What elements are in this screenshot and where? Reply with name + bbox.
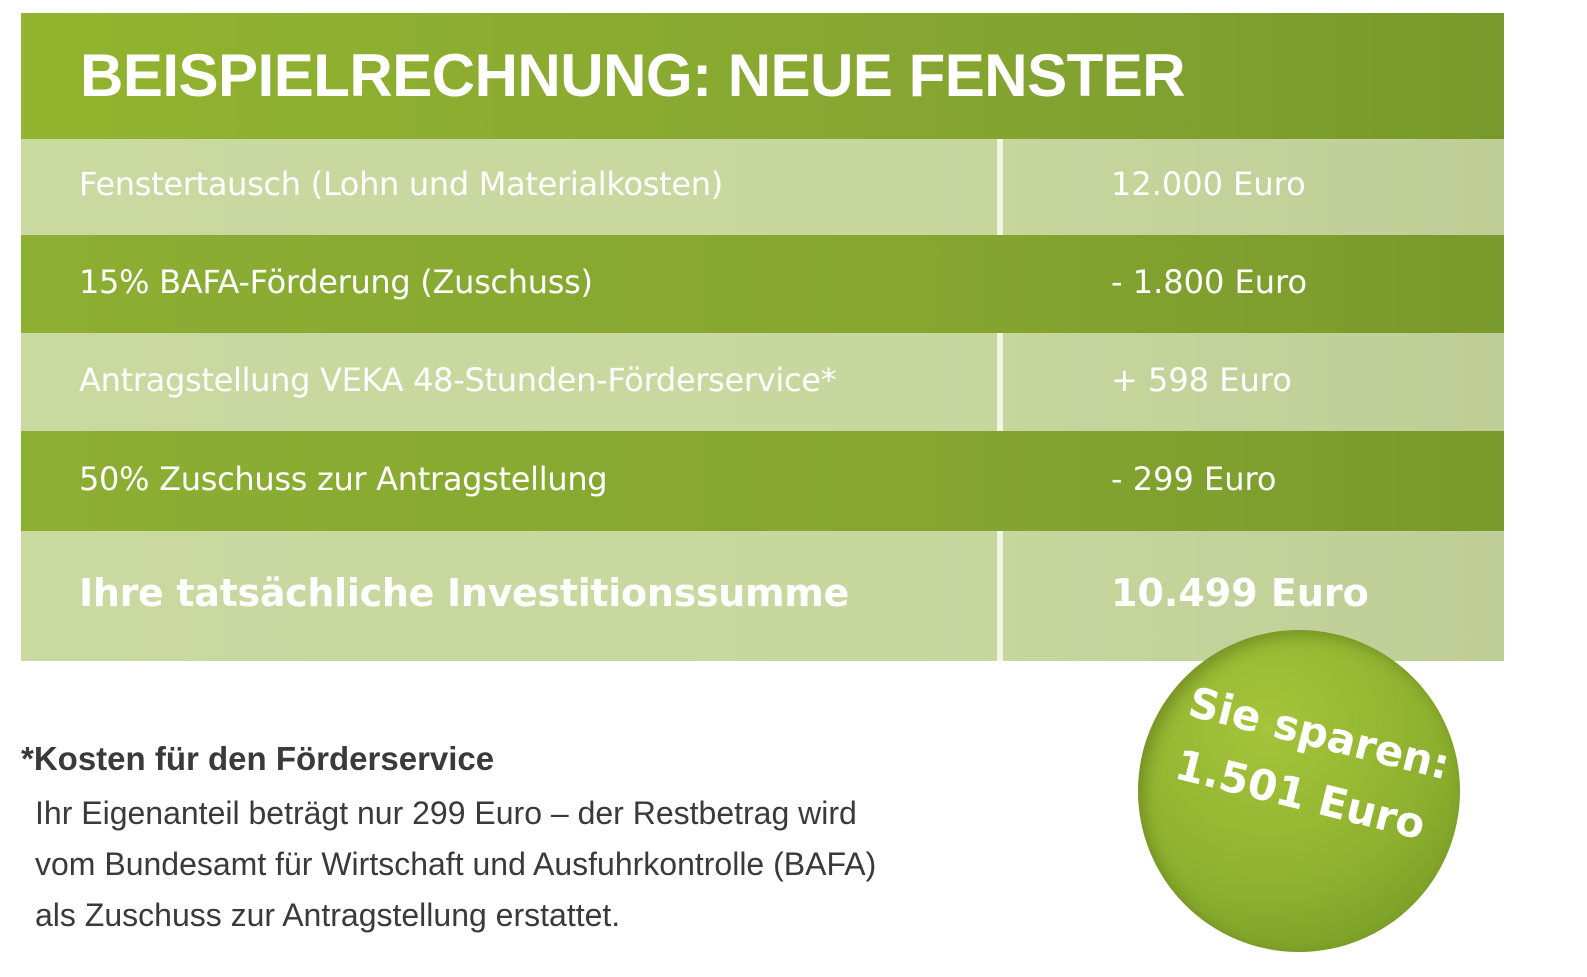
table-row: 50% Zuschuss zur Antragstellung - 299 Eu… <box>21 431 1504 531</box>
table-row: Antragstellung VEKA 48-Stunden-Förderser… <box>21 333 1504 431</box>
row-value: + 598 Euro <box>1111 361 1292 399</box>
savings-badge: Sie sparen: 1.501 Euro <box>1138 630 1460 952</box>
row-value: 12.000 Euro <box>1111 165 1306 203</box>
column-divider <box>997 531 1003 661</box>
footnote-line: als Zuschuss zur Antragstellung erstatte… <box>35 897 621 933</box>
row-value: - 299 Euro <box>1111 460 1277 498</box>
row-label: Fenstertausch (Lohn und Materialkosten) <box>79 165 723 203</box>
footnote-body: Ihr Eigenanteil beträgt nur 299 Euro – d… <box>35 788 876 941</box>
footnote-line: vom Bundesamt für Wirtschaft und Ausfuhr… <box>35 846 877 882</box>
footnote-title: *Kosten für den Förderservice <box>21 740 495 777</box>
total-value: 10.499 Euro <box>1111 571 1369 615</box>
row-label: 15% BAFA-Förderung (Zuschuss) <box>79 263 593 301</box>
column-divider <box>997 333 1003 431</box>
calculation-table: BEISPIELRECHNUNG: NEUE FENSTER Fensterta… <box>21 13 1504 672</box>
row-label: 50% Zuschuss zur Antragstellung <box>79 460 608 498</box>
page-title: BEISPIELRECHNUNG: NEUE FENSTER <box>80 42 1186 109</box>
total-row: Ihre tatsächliche Investitionssumme 10.4… <box>21 531 1504 661</box>
total-label: Ihre tatsächliche Investitionssumme <box>79 571 850 615</box>
footnote-line: Ihr Eigenanteil beträgt nur 299 Euro – d… <box>35 795 857 831</box>
row-value: - 1.800 Euro <box>1111 263 1308 301</box>
table-row: Fenstertausch (Lohn und Materialkosten) … <box>21 139 1504 235</box>
savings-text: Sie sparen: 1.501 Euro <box>1166 670 1454 857</box>
table-row: 15% BAFA-Förderung (Zuschuss) - 1.800 Eu… <box>21 235 1504 333</box>
column-divider <box>997 139 1003 235</box>
title-bar: BEISPIELRECHNUNG: NEUE FENSTER <box>21 13 1504 139</box>
row-label: Antragstellung VEKA 48-Stunden-Förderser… <box>79 361 837 399</box>
